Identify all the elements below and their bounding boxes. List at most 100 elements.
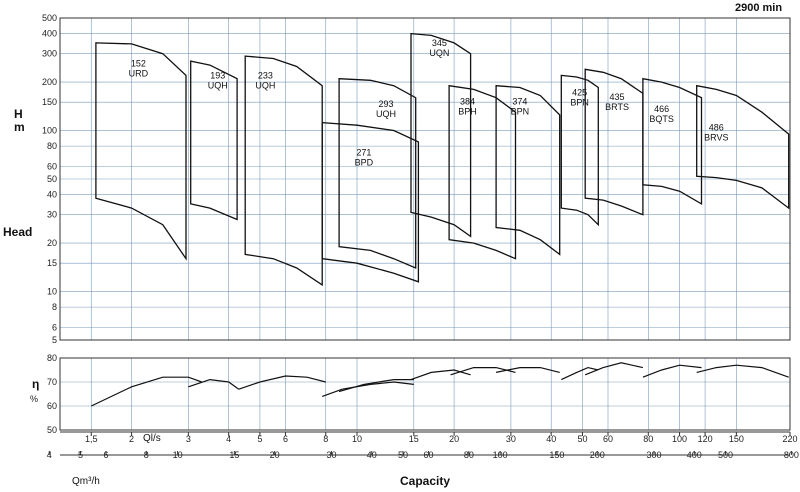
head-axis-label: Head [3, 225, 32, 239]
flow-m3h-tick-label: 800 [784, 450, 799, 460]
pump-envelope [338, 78, 417, 269]
head-tick-label: 5 [52, 335, 57, 345]
pump-label: BPN [570, 98, 589, 108]
capacity-label: Capacity [400, 474, 450, 488]
flow-m3h-tick-label: 5 [78, 450, 83, 460]
pump-label: 384 [460, 97, 475, 107]
flow-m3h-tick-label: 4 [47, 450, 52, 460]
pump-label: BPN [511, 107, 530, 117]
eff-axis-label: η [32, 377, 39, 391]
head-unit-m: m [14, 120, 25, 134]
pump-label: BPH [458, 107, 477, 117]
pump-label: 466 [654, 104, 669, 114]
pump-label: 435 [610, 92, 625, 102]
efficiency-curve [91, 376, 202, 407]
head-tick-label: 150 [42, 97, 57, 107]
eff-plot-frame [59, 357, 791, 431]
head-tick-label: 500 [42, 13, 57, 23]
flow-m3h-tick-label: 10 [173, 450, 183, 460]
flow-m3h-tick-label: 60 [424, 450, 434, 460]
flow-ls-tick-label: 15 [409, 434, 419, 444]
head-unit-h: H [14, 107, 23, 121]
flow-m3h-label: Qm³/h [72, 476, 100, 487]
pump-envelope [410, 32, 472, 238]
eff-tick-label: 60 [47, 401, 57, 411]
pump-label: 345 [432, 38, 447, 48]
pump-label: 233 [258, 71, 273, 81]
pump-envelope [696, 84, 790, 210]
pump-envelope [95, 42, 187, 261]
pump-label: 293 [378, 99, 393, 109]
efficiency-curve [642, 364, 702, 378]
flow-m3h-tick-label: 6 [104, 450, 109, 460]
efficiency-curve [321, 381, 414, 397]
pump-envelope [560, 74, 599, 227]
head-tick-label: 20 [47, 238, 57, 248]
flow-ls-tick-label: 220 [782, 434, 797, 444]
chart-text: 2900 min Head H m η % Ql/s Qm³/h Capacit… [3, 2, 799, 488]
pump-label: 193 [210, 71, 225, 81]
head-tick-label: 300 [42, 49, 57, 59]
flow-m3h-tick-label: 15 [229, 450, 239, 460]
flow-m3h-tick-label: 150 [549, 450, 564, 460]
pump-envelope [584, 68, 644, 216]
head-tick-label: 400 [42, 29, 57, 39]
speed-label: 2900 min [735, 2, 782, 14]
pump-label: UQN [429, 48, 449, 58]
efficiency-curve [338, 379, 414, 393]
pump-label: 152 [131, 58, 146, 68]
pump-curves [91, 32, 790, 407]
efficiency-curve [188, 378, 240, 390]
pump-label: BRTS [605, 102, 629, 112]
head-tick-label: 200 [42, 77, 57, 87]
pump-label: UQH [255, 81, 275, 91]
flow-m3h-tick-label: 300 [646, 450, 661, 460]
pump-label: UQH [208, 81, 228, 91]
flow-ls-tick-label: 60 [603, 434, 613, 444]
pump-label: 486 [709, 123, 724, 133]
chart-frames [48, 17, 792, 456]
efficiency-curve [238, 375, 326, 390]
efficiency-curve [584, 362, 644, 376]
head-tick-label: 100 [42, 126, 57, 136]
flow-m3h-tick-label: 20 [270, 450, 280, 460]
pump-envelope [448, 84, 517, 260]
pump-envelope [495, 84, 561, 256]
flow-ls-tick-label: 30 [506, 434, 516, 444]
flow-ls-tick-label: 80 [643, 434, 653, 444]
pump-label: BQTS [649, 114, 674, 124]
head-tick-label: 50 [47, 174, 57, 184]
pump-label: URD [129, 68, 149, 78]
flow-ls-tick-label: 2 [129, 434, 134, 444]
head-tick-label: 8 [52, 302, 57, 312]
flow-ls-tick-label: 8 [323, 434, 328, 444]
head-tick-label: 30 [47, 210, 57, 220]
flow-ls-tick-label: 120 [698, 434, 713, 444]
flow-m3h-tick-label: 40 [367, 450, 377, 460]
flow-m3h-tick-label: 400 [687, 450, 702, 460]
eff-unit-label: % [30, 394, 38, 404]
flow-m3h-tick-label: 8 [144, 450, 149, 460]
pump-envelope [321, 121, 420, 283]
flow-m3h-tick-label: 500 [718, 450, 733, 460]
flow-ls-tick-label: 1,5 [85, 434, 98, 444]
head-tick-label: 10 [47, 287, 57, 297]
pump-envelope [190, 60, 238, 221]
eff-tick-label: 80 [47, 353, 57, 363]
pump-label: 425 [572, 88, 587, 98]
head-tick-label: 40 [47, 190, 57, 200]
flow-ls-tick-label: 10 [352, 434, 362, 444]
pump-label: BRVS [704, 133, 728, 143]
flow-ls-tick-label: 3 [186, 434, 191, 444]
pump-envelope [642, 77, 703, 206]
flow-m3h-tick-label: 80 [464, 450, 474, 460]
head-tick-label: 60 [47, 161, 57, 171]
head-plot-frame [59, 17, 791, 341]
pump-label: 374 [512, 97, 527, 107]
flow-ls-label: Ql/s [143, 433, 161, 444]
pump-envelope [244, 55, 323, 287]
head-tick-label: 80 [47, 141, 57, 151]
efficiency-curve [495, 367, 560, 373]
efficiency-curve [450, 367, 516, 376]
